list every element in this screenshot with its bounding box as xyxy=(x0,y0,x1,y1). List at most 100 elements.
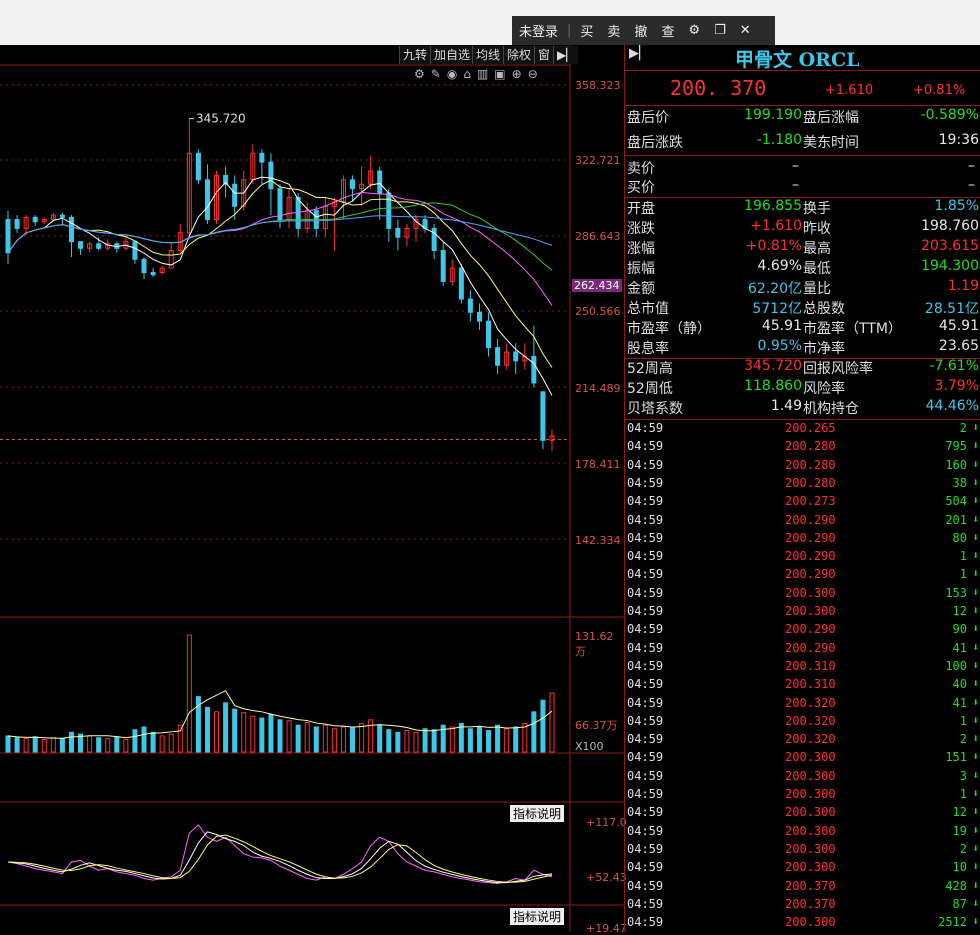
volume-bar xyxy=(68,731,74,753)
candle-body xyxy=(23,216,29,229)
after-pct-label: 盘后涨幅 xyxy=(803,110,859,126)
candle-body xyxy=(68,216,74,243)
volume-bar xyxy=(177,724,183,753)
pen-icon[interactable]: ✎ xyxy=(430,67,447,81)
price-axis-label: 142.334 xyxy=(575,534,621,547)
zoom-out-icon[interactable]: ⊖ xyxy=(527,67,544,81)
restore-window-icon[interactable]: ❐ xyxy=(714,23,726,38)
price-axis-label: 286.643 xyxy=(575,230,621,243)
bank-icon[interactable]: ⌂ xyxy=(463,67,477,81)
tick-row: 04:59 200.320 2 ⬇ xyxy=(627,732,980,750)
candle-body xyxy=(214,174,220,221)
mktcap-value: 5712亿 xyxy=(752,301,802,317)
down-arrow-icon: ⬇ xyxy=(972,439,979,453)
volume-bar xyxy=(41,738,47,753)
close-icon[interactable]: ✕ xyxy=(739,23,751,38)
tick-price: 200.300 xyxy=(785,585,836,600)
ask-label: 卖价 xyxy=(627,161,655,177)
query-button[interactable]: 查 xyxy=(661,25,675,40)
top-strip xyxy=(0,0,980,45)
candle-body xyxy=(277,188,283,221)
exright-button[interactable]: 除权 xyxy=(503,46,535,64)
ret-value: -7.61% xyxy=(929,358,979,374)
tick-row: 04:59 200.300 3 ⬇ xyxy=(627,769,980,787)
tick-time: 04:59 xyxy=(627,622,664,637)
trash-icon[interactable]: ▥ xyxy=(476,67,495,81)
candle-body xyxy=(495,347,501,366)
candle-body xyxy=(513,351,519,362)
tick-volume: 2 xyxy=(959,841,967,856)
candle-body xyxy=(540,391,546,441)
pct-value: +0.81% xyxy=(745,238,802,254)
stat-row: 52周高 345.720 回报风险率 -7.61% xyxy=(627,358,979,378)
indicator-help-button[interactable]: 指标说明 xyxy=(510,805,565,822)
tick-row: 04:59 200.290 201 ⬇ xyxy=(627,513,980,531)
tick-price: 200.320 xyxy=(785,732,836,747)
tick-row: 04:59 200.273 504 ⬇ xyxy=(627,494,980,512)
settings-icon[interactable]: ⚙ xyxy=(688,23,701,38)
tick-row: 04:59 200.300 2512 ⬇ xyxy=(627,915,980,933)
eye-icon[interactable]: ◉ xyxy=(446,67,464,81)
beta-value: 1.49 xyxy=(770,398,802,414)
candle-body xyxy=(132,241,138,260)
down-arrow-icon: ⬇ xyxy=(972,768,979,782)
volume-bar xyxy=(5,735,11,753)
tick-volume: 1 xyxy=(959,567,967,582)
settings-icon[interactable]: ⚙ xyxy=(414,67,431,81)
tick-volume: 2 xyxy=(959,732,967,747)
volume-bar xyxy=(250,715,256,753)
volume-bar xyxy=(368,719,374,753)
lock-icon[interactable]: ▣ xyxy=(494,67,512,81)
tick-time: 04:59 xyxy=(627,457,664,472)
candle-body xyxy=(386,192,392,229)
candle-body xyxy=(395,227,401,238)
volume-bar xyxy=(232,708,238,753)
indicator-axis-label: +19.47 xyxy=(586,922,627,935)
tick-volume: 10 xyxy=(952,860,967,875)
tick-price: 200.290 xyxy=(785,622,836,637)
indicator-help-button-2[interactable]: 指标说明 xyxy=(510,908,565,925)
down-arrow-icon: ⬇ xyxy=(972,896,979,910)
candlestick-chart[interactable]: 345.720 xyxy=(0,45,624,932)
pb-value: 23.65 xyxy=(938,338,979,354)
candle-body xyxy=(476,311,482,322)
tick-price: 200.300 xyxy=(785,805,836,820)
volume-bar xyxy=(395,731,401,753)
candle-body xyxy=(458,267,464,300)
candle-body xyxy=(531,355,537,384)
volume-bar xyxy=(214,711,220,753)
tick-row: 04:59 200.310 40 ⬇ xyxy=(627,677,980,695)
tick-time: 04:59 xyxy=(627,421,664,435)
tick-time: 04:59 xyxy=(627,841,664,856)
down-arrow-icon: ⬇ xyxy=(972,604,979,617)
add-watchlist-button[interactable]: 加自选 xyxy=(430,46,474,64)
ma-button[interactable]: 均线 xyxy=(472,46,504,64)
down-arrow-icon: ⬇ xyxy=(972,585,979,599)
down-arrow-icon: ⬇ xyxy=(972,841,979,855)
after-price-value: 199.190 xyxy=(744,107,802,123)
window-button[interactable]: 窗 xyxy=(534,46,554,64)
beta-label: 贝塔系数 xyxy=(627,401,683,417)
sell-button[interactable]: 卖 xyxy=(607,25,621,40)
tick-time: 04:59 xyxy=(627,805,664,820)
amp-label: 振幅 xyxy=(627,261,655,277)
expand-icon[interactable]: ▶▏ xyxy=(629,46,649,61)
volume-bar xyxy=(14,737,20,753)
down-arrow-icon: ⬇ xyxy=(972,421,979,434)
volume-bar xyxy=(386,729,392,753)
trade-toolbar: 未登录 | 买 卖 撤 查 ⚙ ❐ ✕ xyxy=(512,16,775,45)
tick-time: 04:59 xyxy=(627,823,664,838)
zoom-in-icon[interactable]: ⊕ xyxy=(511,67,528,81)
volume-bar xyxy=(105,738,111,753)
quote-panel: ▶▏ 甲骨文 ORCL 200. 370 +1.610 +0.81% 盘后价 1… xyxy=(624,45,980,932)
buy-button[interactable]: 买 xyxy=(580,25,594,40)
volume-bar xyxy=(449,726,455,753)
price-axis-label: 214.489 xyxy=(575,382,621,395)
jiuzhuan-button[interactable]: 九转 xyxy=(399,46,431,64)
volume-bar xyxy=(23,738,29,753)
volume-bar xyxy=(513,726,519,753)
login-button[interactable]: 未登录 xyxy=(519,25,559,40)
candle-body xyxy=(404,227,410,238)
cancel-order-button[interactable]: 撤 xyxy=(634,25,648,40)
expand-icon[interactable]: ▶▏ xyxy=(553,46,579,64)
